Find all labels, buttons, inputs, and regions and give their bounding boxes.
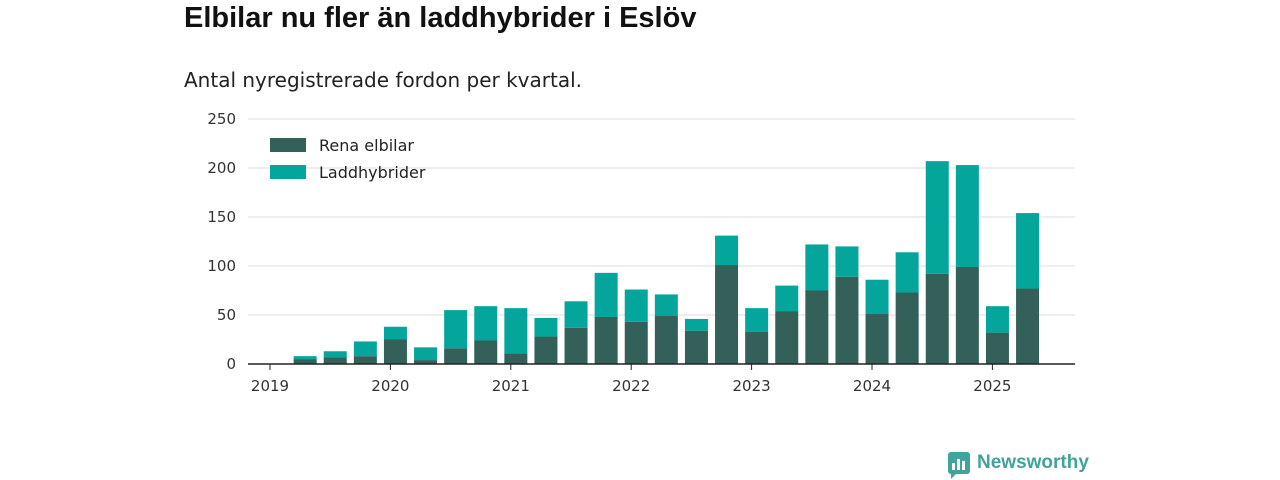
x-tick-label: 2022 — [612, 377, 650, 395]
bar-laddhybrider — [715, 235, 739, 266]
bar-elbilar — [775, 311, 799, 364]
bar-elbilar — [624, 321, 648, 364]
bar-elbilar — [564, 327, 588, 364]
legend-swatch-laddhybrider — [270, 165, 306, 179]
bar-laddhybrider — [895, 252, 919, 293]
bar-laddhybrider — [293, 356, 317, 360]
bar-elbilar — [745, 331, 769, 364]
legend: Rena elbilar Laddhybrider — [270, 136, 426, 182]
newsworthy-logo: Newsworthy — [948, 452, 1089, 479]
bar-elbilar — [684, 330, 708, 364]
bar-laddhybrider — [684, 318, 708, 331]
y-tick-label: 250 — [207, 110, 236, 128]
y-tick-label: 0 — [226, 355, 236, 373]
bar-elbilar — [414, 360, 438, 364]
bar-elbilar — [474, 340, 498, 364]
bar-laddhybrider — [745, 308, 769, 332]
bar-elbilar — [955, 266, 979, 364]
bar-elbilar — [1016, 288, 1040, 364]
bar-elbilar — [323, 357, 347, 364]
bar-elbilar — [925, 273, 949, 364]
bar-laddhybrider — [323, 351, 347, 358]
bar-laddhybrider — [624, 289, 648, 322]
chart-subtitle: Antal nyregistrerade fordon per kvartal. — [184, 68, 583, 92]
bar-laddhybrider — [564, 301, 588, 328]
bar-laddhybrider — [925, 161, 949, 274]
bar-chart-icon — [948, 452, 970, 479]
bar-laddhybrider — [504, 308, 528, 354]
bar-elbilar — [865, 314, 889, 364]
bar-elbilar — [534, 336, 558, 364]
bar-laddhybrider — [654, 294, 678, 316]
bar-elbilar — [444, 348, 468, 364]
bar-elbilar — [293, 359, 317, 364]
bar-laddhybrider — [594, 272, 618, 317]
bar-laddhybrider — [805, 244, 829, 291]
bar-laddhybrider — [474, 306, 498, 341]
bar-elbilar — [805, 290, 829, 364]
legend-swatch-elbilar — [270, 138, 306, 152]
y-axis: 0 50 100 150 200 250 — [207, 110, 236, 373]
y-tick-label: 200 — [207, 159, 236, 177]
bar-laddhybrider — [865, 279, 889, 315]
x-tick-label: 2023 — [733, 377, 771, 395]
legend-label-elbilar: Rena elbilar — [319, 136, 414, 155]
bar-elbilar — [835, 276, 859, 364]
bar-laddhybrider — [534, 317, 558, 337]
stacked-bar-chart: 0 50 100 150 200 250 2019 2020 2021 2022 2023 2024… — [207, 110, 1075, 395]
bar-elbilar — [383, 339, 407, 364]
bar-laddhybrider — [1016, 213, 1040, 289]
bar-laddhybrider — [835, 246, 859, 277]
y-tick-label: 150 — [207, 208, 236, 226]
bar-laddhybrider — [383, 326, 407, 340]
x-tick-label: 2021 — [492, 377, 530, 395]
x-tick-label: 2020 — [371, 377, 409, 395]
bar-laddhybrider — [353, 341, 377, 357]
brand-name: Newsworthy — [977, 452, 1089, 473]
bar-elbilar — [985, 332, 1009, 364]
bar-laddhybrider — [955, 165, 979, 267]
x-tick-label: 2019 — [251, 377, 289, 395]
bar-elbilar — [353, 356, 377, 364]
bar-elbilar — [594, 316, 618, 364]
bar-laddhybrider — [414, 347, 438, 361]
x-tick-label: 2025 — [973, 377, 1011, 395]
bar-elbilar — [504, 353, 528, 364]
bars — [293, 161, 1040, 364]
bar-laddhybrider — [775, 285, 799, 312]
x-tick-label: 2024 — [853, 377, 891, 395]
bar-laddhybrider — [444, 310, 468, 349]
chart-title: Elbilar nu fler än laddhybrider i Eslöv — [184, 2, 697, 34]
bar-elbilar — [654, 315, 678, 364]
bar-laddhybrider — [985, 306, 1009, 333]
y-tick-label: 100 — [207, 257, 236, 275]
x-axis: 2019 2020 2021 2022 2023 2024 2025 — [248, 363, 1075, 395]
y-tick-label: 50 — [217, 306, 236, 324]
legend-label-laddhybrider: Laddhybrider — [319, 163, 426, 182]
bar-elbilar — [895, 292, 919, 364]
bar-elbilar — [715, 265, 739, 364]
